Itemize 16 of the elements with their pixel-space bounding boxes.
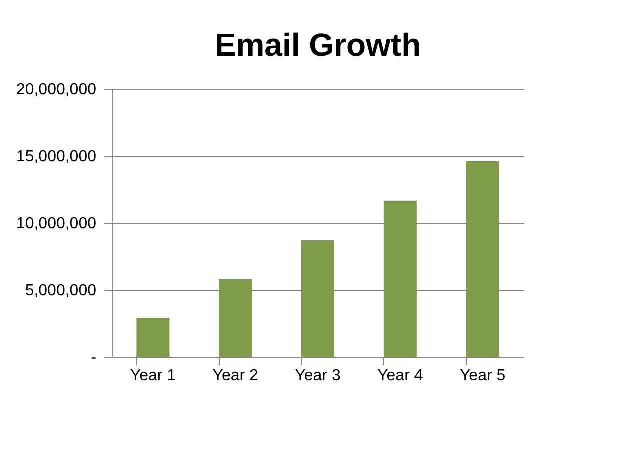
x-tick-label: Year 5: [460, 368, 506, 384]
y-tick-label: 15,000,000: [16, 148, 97, 166]
y-tick-label: 20,000,000: [16, 82, 97, 98]
bar: [302, 240, 334, 357]
bar: [466, 161, 500, 357]
x-tick-label: Year 3: [295, 368, 341, 384]
bar: [219, 279, 252, 357]
y-tick-label: 5,000,000: [25, 282, 97, 300]
x-tick-label: Year 4: [378, 368, 424, 384]
y-tick-label: -: [91, 350, 96, 366]
x-tick-label: Year 2: [212, 368, 259, 384]
y-tick-label: 10,000,000: [16, 216, 97, 232]
bar: [384, 200, 417, 357]
x-tick-label: Year 1: [130, 368, 176, 384]
chart-title: Email Growth: [214, 27, 422, 63]
bar: [136, 318, 170, 357]
